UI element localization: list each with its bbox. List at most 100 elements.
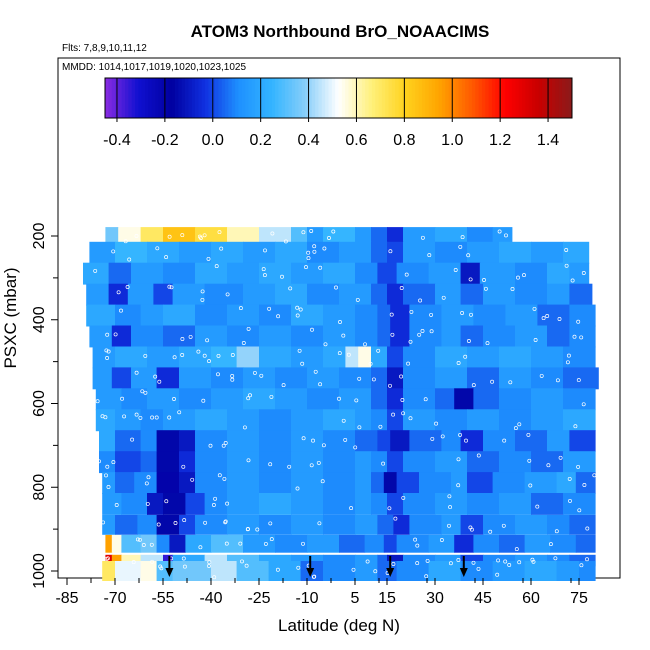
- heatmap-cell: [499, 451, 532, 474]
- heatmap-cell: [371, 346, 388, 369]
- heatmap-cell: [131, 367, 158, 390]
- colorbar-swatch: [218, 78, 223, 118]
- heatmap-cell: [460, 283, 484, 306]
- heatmap-cell: [531, 409, 564, 432]
- sample-marker: [202, 233, 207, 238]
- sample-marker: [408, 416, 413, 421]
- heatmap-cell: [121, 493, 148, 515]
- heatmap-cell: [483, 515, 516, 535]
- sample-marker: [246, 458, 251, 463]
- sample-marker: [390, 332, 395, 337]
- colorbar-swatch: [468, 78, 473, 118]
- heatmap-cell: [323, 262, 356, 285]
- sample-marker: [255, 527, 260, 532]
- heatmap-cell: [435, 554, 462, 567]
- heatmap-cell: [163, 325, 196, 348]
- sample-marker: [310, 327, 314, 332]
- arrow-marker: [386, 556, 395, 577]
- heatmap-cell: [355, 325, 378, 348]
- sample-marker: [198, 545, 203, 550]
- heatmap-cell: [377, 430, 391, 453]
- heatmap-cell: [131, 262, 164, 285]
- sample-marker: [341, 333, 346, 338]
- heatmap-cell: [115, 472, 135, 494]
- sample-marker: [269, 537, 274, 542]
- sample-marker: [230, 377, 235, 382]
- colorbar-swatch: [541, 78, 546, 118]
- sample-marker: [318, 382, 323, 387]
- heatmap-cell: [396, 262, 430, 285]
- sample-marker: [322, 246, 327, 251]
- sample-marker: [201, 398, 206, 403]
- colorbar-swatch: [448, 78, 453, 118]
- heatmap-cell: [323, 554, 356, 567]
- sample-marker: [581, 402, 586, 407]
- heatmap-cell: [259, 262, 292, 285]
- heatmap-cell: [259, 472, 292, 494]
- heatmap-cell: [383, 534, 398, 553]
- heatmap-cell: [569, 515, 596, 535]
- heatmap-cell: [441, 430, 462, 453]
- sample-marker: [295, 486, 300, 491]
- sample-marker: [143, 390, 148, 395]
- heatmap-cell: [307, 388, 340, 411]
- heatmap-cell: [467, 227, 494, 245]
- heatmap-cell: [563, 346, 596, 369]
- sample-marker: [119, 308, 123, 313]
- heatmap-cell: [355, 561, 378, 581]
- heatmap-cell: [460, 325, 484, 348]
- heatmap-cell: [227, 304, 260, 327]
- sample-marker: [182, 518, 187, 523]
- sample-marker: [413, 537, 418, 542]
- sample-marker: [430, 436, 435, 441]
- heatmap-cell: [563, 241, 590, 264]
- colorbar-swatch: [155, 78, 159, 118]
- colorbar-swatch: [465, 78, 469, 118]
- heatmap-cell: [403, 346, 436, 369]
- heatmap-cell: [435, 283, 462, 306]
- sample-marker: [221, 443, 226, 448]
- heatmap-cell: [227, 451, 260, 474]
- heatmap-cell: [531, 493, 564, 515]
- colorbar-tick-label: 1.0: [441, 132, 463, 149]
- sample-marker: [296, 565, 301, 570]
- heatmap-cell: [467, 241, 500, 264]
- colorbar-swatch: [171, 78, 176, 118]
- sample-marker: [585, 526, 590, 531]
- heatmap-cell: [569, 554, 596, 567]
- heatmap-cell: [377, 262, 398, 285]
- colorbar-swatch: [235, 78, 239, 118]
- sample-marker: [313, 369, 318, 374]
- sample-marker: [533, 338, 538, 342]
- heatmap-cell: [550, 534, 577, 553]
- sample-marker: [240, 559, 244, 564]
- sample-marker: [321, 443, 326, 448]
- sample-marker: [399, 374, 404, 379]
- colorbar-swatch: [188, 78, 193, 118]
- colorbar-swatch: [175, 78, 179, 118]
- heatmap-cell: [86, 304, 116, 327]
- heatmap-cell: [291, 515, 324, 535]
- sample-marker: [424, 574, 429, 579]
- sample-marker: [323, 342, 328, 347]
- heatmap-cell: [339, 241, 372, 264]
- colorbar-swatch: [431, 78, 436, 118]
- sample-marker: [106, 349, 111, 354]
- heatmap-cell: [102, 493, 122, 515]
- heatmap-cell: [291, 409, 324, 432]
- sample-marker: [144, 481, 149, 486]
- sample-marker: [353, 445, 358, 450]
- heatmap-cell: [403, 493, 436, 515]
- sample-marker: [568, 498, 572, 503]
- heatmap-cell: [371, 388, 388, 411]
- sample-marker: [497, 229, 502, 234]
- sample-marker: [248, 393, 252, 398]
- sample-marker: [164, 499, 169, 504]
- sample-marker: [406, 361, 411, 366]
- sample-marker: [306, 250, 311, 255]
- x-tick-label: -85: [55, 590, 78, 607]
- sample-marker: [281, 383, 286, 388]
- colorbar-swatch: [421, 78, 426, 118]
- sample-marker: [181, 556, 186, 561]
- heatmap-cell: [323, 227, 356, 245]
